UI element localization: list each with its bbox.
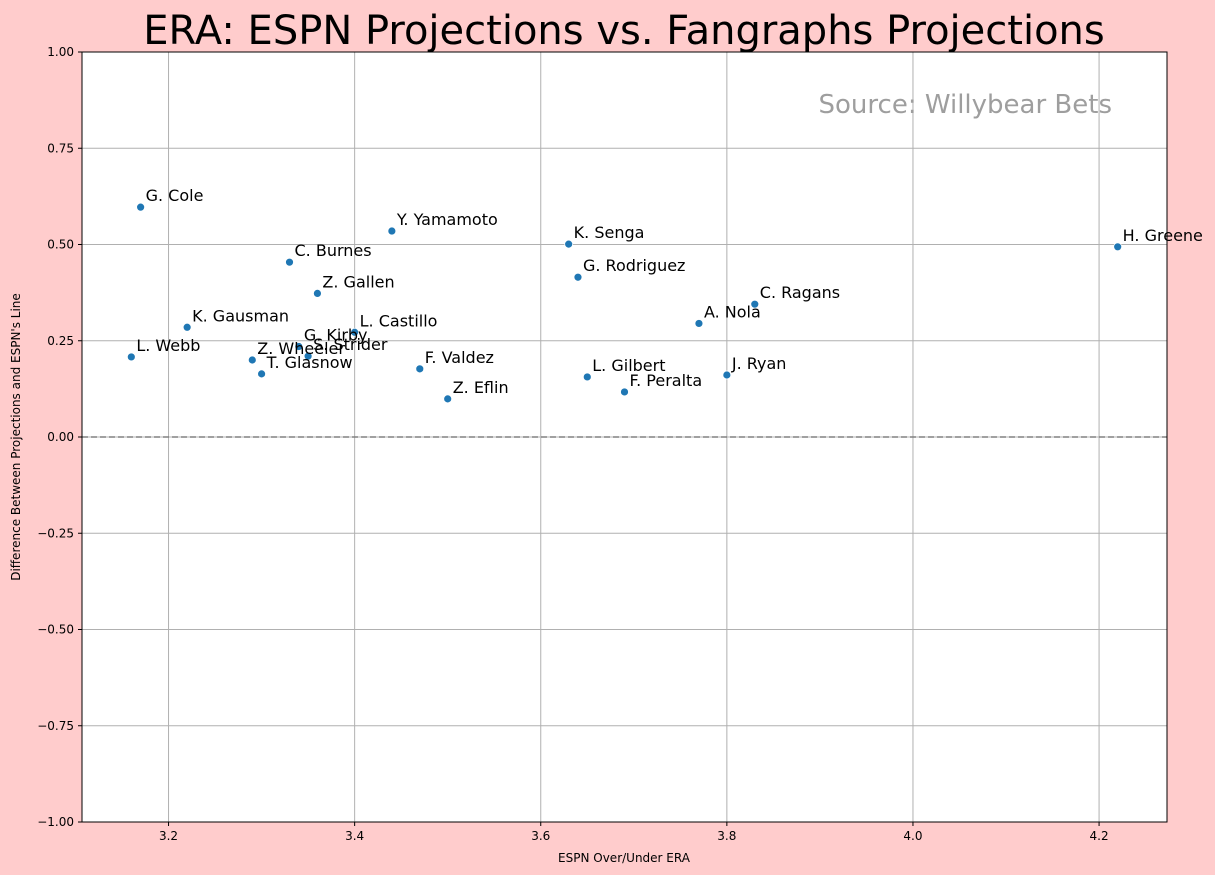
y-tick-label: 0.00 [47,430,74,444]
scatter-point [722,370,732,380]
point-label: C. Burnes [295,241,372,260]
y-tick-label: 0.50 [47,238,74,252]
scatter-point [564,239,574,249]
scatter-point [582,372,592,382]
plot-frame [81,51,1168,823]
x-tick-label: 3.8 [717,829,736,843]
point-label: G. Cole [146,186,204,205]
y-tick-label: −1.00 [37,815,74,829]
scatter-point [573,272,583,282]
point-label: L. Castillo [360,311,438,330]
x-tick-label: 3.6 [531,829,550,843]
y-tick-label: −0.50 [37,623,74,637]
scatter-point [294,342,304,351]
y-axis-label: Difference Between Projections and ESPN'… [9,293,23,581]
point-label: L. Gilbert [592,356,665,375]
scatter-point [136,202,146,212]
point-label: G. Rodriguez [583,256,685,275]
x-tick-label: 3.2 [159,829,178,843]
point-label: A. Nola [704,302,761,321]
point-label: T. Glasnow [266,353,353,372]
x-axis-label: ESPN Over/Under ERA [558,851,691,865]
y-tick-label: −0.75 [37,719,74,733]
scatter-point [285,257,294,267]
point-label: F. Peralta [630,371,703,390]
point-label: G. Kirby [304,326,368,345]
x-tick-label: 3.4 [345,829,364,843]
scatter-point [443,394,453,404]
point-label: J. Ryan [731,354,787,373]
y-tick-label: 0.75 [47,141,74,155]
scatter-point [247,355,257,365]
scatter-point [620,387,629,397]
point-label: Z. Eflin [453,378,509,397]
point-label: Z. Wheeler [257,339,345,358]
scatter-point [182,322,192,332]
scatter-point [257,369,266,379]
ticks: 3.2 3.4 3.6 3.8 4.0 4.2 −1.00 −0.75 −0.50 −0.25 0.… [37,45,1108,843]
point-label: F. Valdez [425,348,494,367]
point-label: H. Greene [1123,226,1203,245]
scatter-point [694,319,704,328]
point-label: C. Ragans [760,283,840,302]
point-labels: G. Cole Y. Yamamoto K. Senga H. Greene C. Bu… [136,186,1203,397]
scatter-point [126,352,136,362]
y-tick-label: −0.25 [37,526,74,540]
chart-title: ERA: ESPN Projections vs. Fangraphs Proj… [143,8,1104,54]
point-label: S. Strider [313,335,388,354]
point-label: K. Gausman [192,306,289,325]
scatter-point [415,364,425,374]
scatter-point [750,299,760,309]
scatter-point [1113,242,1123,252]
scatter-point [303,351,313,361]
point-label: Z. Gallen [322,272,394,291]
x-tick-label: 4.0 [903,829,922,843]
point-label: L. Webb [136,336,200,355]
scatter-points [126,202,1123,404]
scatter-point [350,327,360,337]
y-tick-label: 1.00 [47,45,74,59]
source-annotation: Source: Willybear Bets [819,90,1112,120]
y-tick-label: 0.25 [47,334,74,348]
scatter-point [313,288,322,298]
point-label: Y. Yamamoto [396,210,498,229]
scatter-point [387,226,397,236]
x-tick-label: 4.2 [1090,829,1109,843]
point-label: K. Senga [574,223,645,242]
